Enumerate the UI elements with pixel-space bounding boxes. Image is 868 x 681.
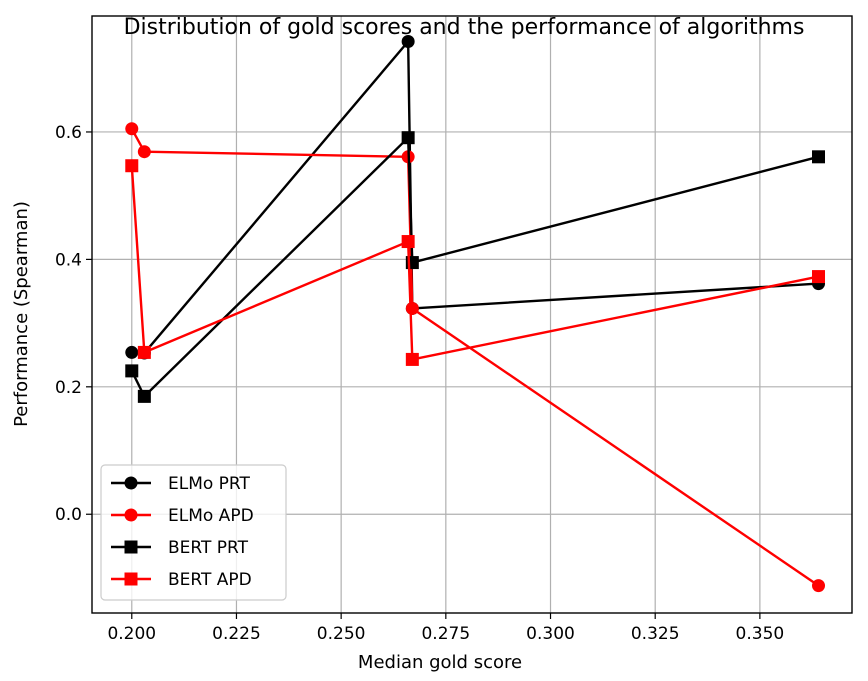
y-tick-label: 0.4 — [55, 250, 82, 270]
x-tick-label: 0.350 — [736, 624, 785, 644]
data-point-bert-apd — [812, 270, 826, 284]
data-point-bert-prt — [137, 389, 151, 403]
x-tick-label: 0.300 — [526, 624, 575, 644]
chart-title: Distribution of gold scores and the perf… — [124, 15, 805, 40]
x-tick-label: 0.250 — [317, 624, 366, 644]
data-point-bert-apd — [405, 352, 419, 366]
plot-frame — [91, 15, 853, 614]
data-point-bert-prt — [125, 364, 139, 378]
x-tick-label: 0.225 — [212, 624, 261, 644]
data-point-elmo-apd — [405, 301, 419, 315]
legend-label-bert-prt: BERT PRT — [168, 538, 249, 558]
x-axis-label: Median gold score — [358, 652, 522, 673]
data-point-elmo-apd — [125, 122, 139, 136]
legend-item-bert-apd: BERT APD — [111, 570, 252, 590]
series-line-bert-apd — [130, 165, 819, 361]
series-layer — [125, 34, 826, 593]
series-bert-apd — [125, 159, 826, 366]
y-axis: 0.0 0.2 0.4 0.6 — [55, 123, 92, 525]
data-point-bert-apd — [401, 235, 415, 249]
x-tick-label: 0.275 — [421, 624, 470, 644]
data-point-bert-prt — [401, 131, 415, 145]
legend-item-elmo-prt: ELMo PRT — [111, 474, 251, 494]
data-point-bert-apd — [125, 159, 139, 173]
grid — [92, 16, 852, 613]
data-point-elmo-apd — [137, 145, 151, 159]
legend-marker-elmo-prt — [124, 476, 138, 490]
x-axis: 0.200 0.225 0.250 0.275 0.300 0.325 0.350 — [107, 613, 784, 644]
x-tick-label: 0.200 — [107, 624, 156, 644]
data-point-bert-prt — [812, 150, 826, 164]
legend-item-bert-prt: BERT PRT — [111, 538, 249, 558]
legend: ELMo PRT ELMo APD BERT PRT BERT APD — [100, 464, 287, 601]
legend-marker-elmo-apd — [124, 508, 138, 522]
y-tick-label: 0.0 — [55, 505, 82, 525]
y-axis-label: Performance (Spearman) — [11, 201, 32, 427]
x-tick-label: 0.325 — [631, 624, 680, 644]
legend-box — [100, 464, 287, 601]
data-point-elmo-apd — [812, 579, 826, 593]
data-point-elmo-prt — [125, 345, 139, 359]
series-bert-prt — [125, 131, 826, 403]
data-point-elmo-prt — [401, 34, 415, 48]
series-line-bert-prt — [130, 136, 819, 398]
y-tick-label: 0.6 — [55, 123, 82, 143]
legend-marker-bert-prt — [124, 540, 138, 554]
legend-marker-bert-apd — [124, 572, 138, 586]
legend-label-elmo-apd: ELMo APD — [168, 506, 254, 526]
data-point-bert-apd — [137, 345, 151, 359]
legend-item-elmo-apd: ELMo APD — [111, 506, 254, 526]
legend-label-elmo-prt: ELMo PRT — [168, 474, 251, 494]
legend-label-bert-apd: BERT APD — [168, 570, 252, 590]
y-tick-label: 0.2 — [55, 378, 82, 398]
